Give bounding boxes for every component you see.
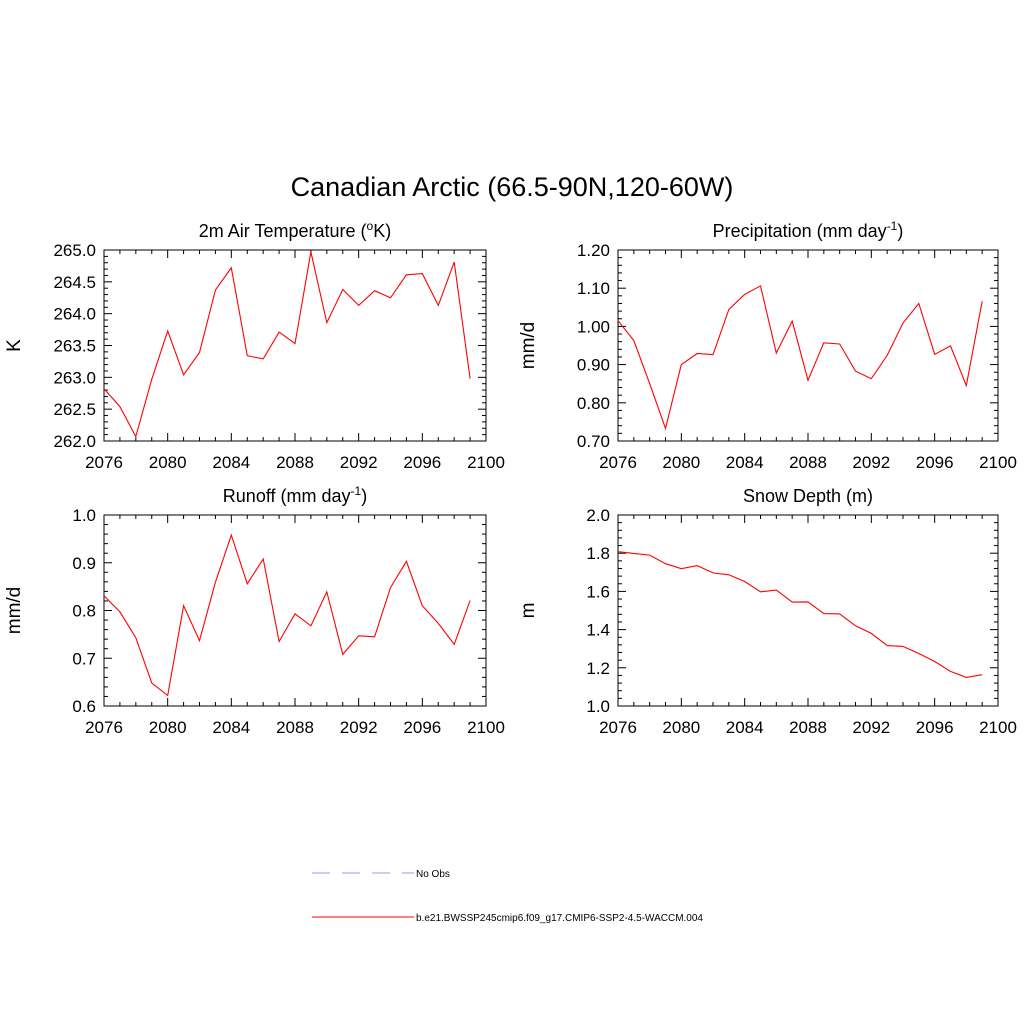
figure-title: Canadian Arctic (66.5-90N,120-60W) <box>291 172 734 202</box>
precipitation-ytick-label: 1.20 <box>577 241 610 260</box>
runoff-ytick-label: 0.7 <box>72 649 96 668</box>
runoff-ytick-label: 0.9 <box>72 554 96 573</box>
runoff-ylabel: mm/d <box>4 587 25 635</box>
precipitation-ytick-label: 0.80 <box>577 394 610 413</box>
temperature-xtick-label: 2080 <box>149 453 187 472</box>
panel-snow-depth: 2076 2080 2084 2088 2092 2096 2100 1.0 1.2 1.4 1.6… <box>518 486 1017 737</box>
snow-depth-ytick-label: 2.0 <box>586 506 610 525</box>
snow-depth-ylabel: m <box>518 603 539 619</box>
temperature-frame <box>103 249 487 442</box>
precipitation-title-text-end: ) <box>897 221 903 241</box>
temperature-title: 2m Air Temperature (oK) <box>199 219 391 241</box>
snow-depth-xtick-label: 2076 <box>599 718 637 737</box>
runoff-title-text-end: ) <box>361 486 367 506</box>
temperature-xtick-label: 2084 <box>212 453 250 472</box>
snow-depth-xtick-label: 2080 <box>662 718 700 737</box>
precipitation-title: Precipitation (mm day-1) <box>713 219 904 241</box>
snow-depth-ytick-label: 1.2 <box>586 659 610 678</box>
precipitation-ytick-label: 1.00 <box>577 317 610 336</box>
runoff-frame <box>103 514 487 707</box>
snow-depth-series-line <box>617 551 983 678</box>
temperature-ytick-label: 265.0 <box>53 241 96 260</box>
temperature-xtick-label: 2088 <box>276 453 314 472</box>
temperature-title-text: 2m Air Temperature ( <box>199 221 367 241</box>
temperature-xtick-label: 2076 <box>85 453 123 472</box>
temperature-xtick-label: 2100 <box>467 453 505 472</box>
panel-precipitation: 2076 2080 2084 2088 2092 2096 2100 0.70 0.80 0.90… <box>518 219 1017 472</box>
runoff-xtick-label: 2100 <box>467 718 505 737</box>
precipitation-title-text: Precipitation (mm day <box>713 221 887 241</box>
precipitation-xtick-label: 2100 <box>979 453 1017 472</box>
runoff-ytick-label: 0.6 <box>72 697 96 716</box>
snow-depth-xtick-label: 2092 <box>852 718 890 737</box>
snow-depth-title-text: Snow Depth (m) <box>743 486 873 506</box>
legend: No Obs b.e21.BWSSP245cmip6.f09_g17.CMIP6… <box>312 869 703 924</box>
temperature-title-superscript: o <box>367 219 374 233</box>
snow-depth-ytick-label: 1.8 <box>586 544 610 563</box>
temperature-ytick-label: 263.5 <box>53 337 96 356</box>
temperature-ylabel: K <box>4 339 25 352</box>
precipitation-xtick-label: 2080 <box>662 453 700 472</box>
precipitation-ylabel: mm/d <box>518 322 539 370</box>
snow-depth-xtick-label: 2088 <box>789 718 827 737</box>
runoff-ytick-label: 0.8 <box>72 602 96 621</box>
precipitation-series-line <box>617 285 983 431</box>
precipitation-ytick-label: 0.70 <box>577 432 610 451</box>
runoff-xtick-label: 2092 <box>340 718 378 737</box>
snow-depth-title: Snow Depth (m) <box>743 486 873 506</box>
temperature-xtick-label: 2092 <box>340 453 378 472</box>
precipitation-xtick-label: 2084 <box>726 453 764 472</box>
panel-temperature: 2076 2080 2084 2088 2092 2096 2100 262.0 262.5 26… <box>4 219 505 472</box>
runoff-ytick-label: 1.0 <box>72 506 96 525</box>
snow-depth-frame <box>617 514 999 707</box>
temperature-ytick-label: 264.5 <box>53 273 96 292</box>
snow-depth-xtick-label: 2100 <box>979 718 1017 737</box>
precipitation-xtick-label: 2076 <box>599 453 637 472</box>
runoff-title-superscript: -1 <box>351 484 362 498</box>
panel-runoff: 2076 2080 2084 2088 2092 2096 2100 0.6 0.7 0.8 0.9… <box>4 484 505 737</box>
temperature-title-text-end: K) <box>373 221 391 241</box>
runoff-xtick-label: 2080 <box>149 718 187 737</box>
runoff-xtick-label: 2076 <box>85 718 123 737</box>
precipitation-ytick-label: 1.10 <box>577 279 610 298</box>
legend-series-label: b.e21.BWSSP245cmip6.f09_g17.CMIP6-SSP2-4… <box>416 913 703 924</box>
precipitation-xtick-label: 2092 <box>852 453 890 472</box>
runoff-xtick-label: 2088 <box>276 718 314 737</box>
legend-no-obs-label: No Obs <box>416 869 450 880</box>
temperature-ytick-label: 262.5 <box>53 400 96 419</box>
runoff-series-line <box>103 533 471 697</box>
snow-depth-ytick-label: 1.6 <box>586 582 610 601</box>
snow-depth-xtick-label: 2084 <box>726 718 764 737</box>
snow-depth-xtick-label: 2096 <box>916 718 954 737</box>
runoff-title: Runoff (mm day-1) <box>223 484 367 506</box>
precipitation-ytick-label: 0.90 <box>577 356 610 375</box>
temperature-xtick-label: 2096 <box>403 453 441 472</box>
runoff-xtick-label: 2084 <box>212 718 250 737</box>
temperature-series-line <box>103 251 471 438</box>
temperature-ytick-label: 262.0 <box>53 432 96 451</box>
snow-depth-ytick-label: 1.4 <box>586 621 610 640</box>
precipitation-xtick-label: 2088 <box>789 453 827 472</box>
precipitation-xtick-label: 2096 <box>916 453 954 472</box>
precipitation-title-superscript: -1 <box>887 219 898 233</box>
temperature-ytick-label: 264.0 <box>53 305 96 324</box>
precipitation-frame <box>617 249 999 442</box>
temperature-ytick-label: 263.0 <box>53 368 96 387</box>
snow-depth-ytick-label: 1.0 <box>586 697 610 716</box>
runoff-title-text: Runoff (mm day <box>223 486 351 506</box>
runoff-xtick-label: 2096 <box>403 718 441 737</box>
